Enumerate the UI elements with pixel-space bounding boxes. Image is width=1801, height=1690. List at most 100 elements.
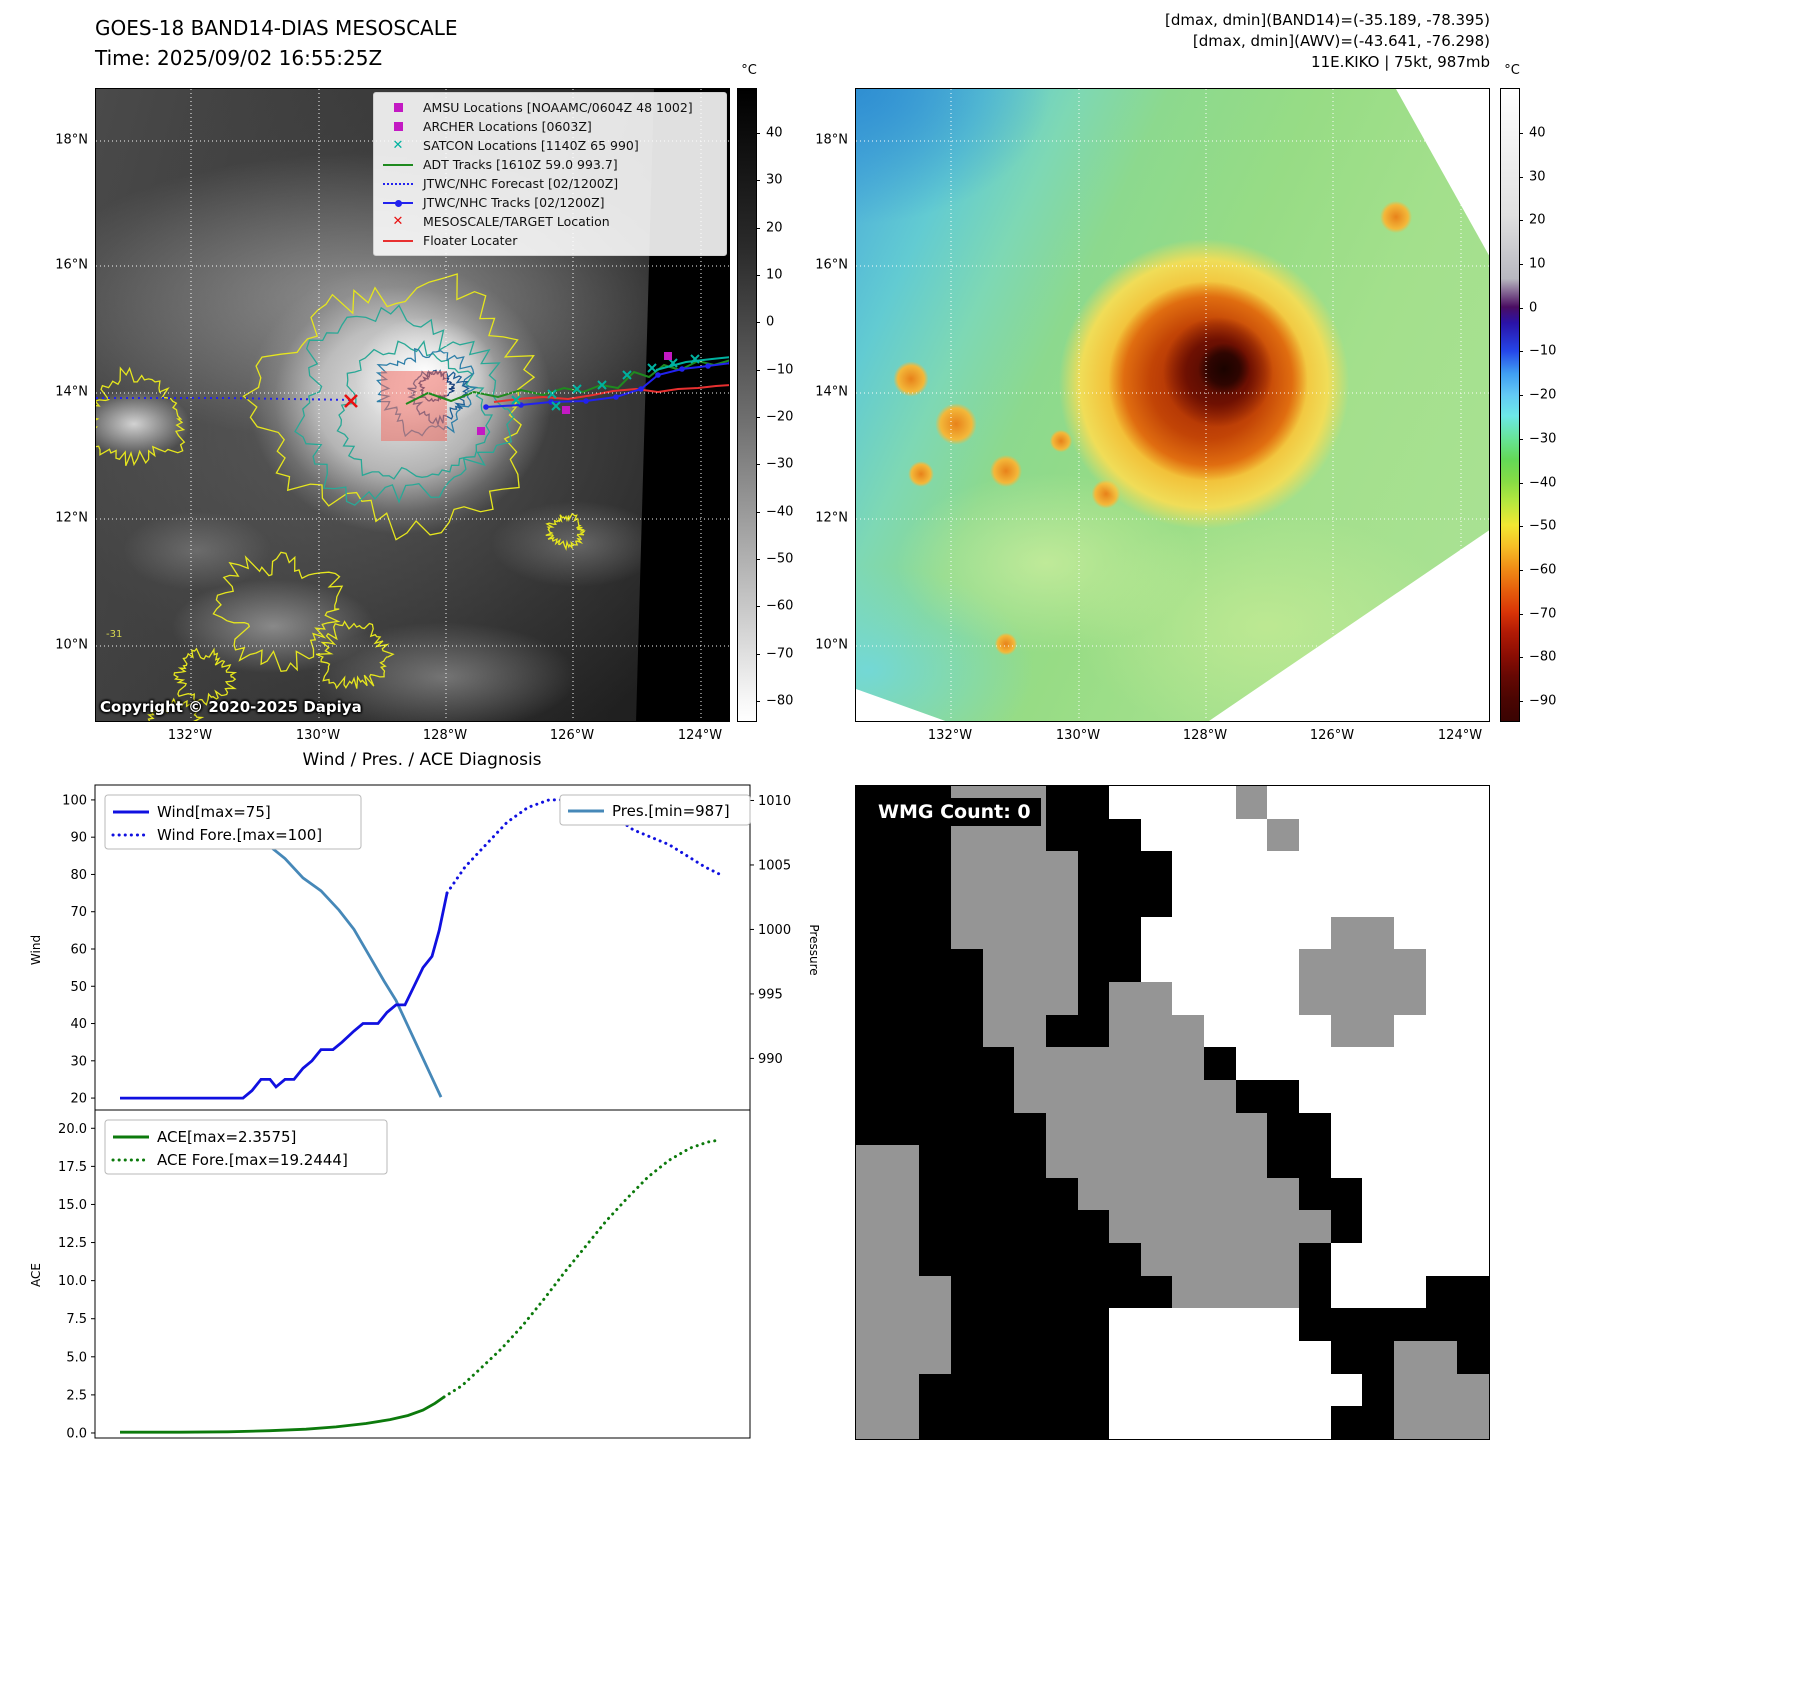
wmg-cell bbox=[950, 981, 983, 1015]
wmg-cell bbox=[1267, 1210, 1300, 1244]
wmg-cell bbox=[1267, 1373, 1300, 1407]
wmg-cell bbox=[1235, 818, 1268, 852]
axis-tick-label: 12.5 bbox=[58, 1236, 87, 1251]
wmg-cell bbox=[1204, 883, 1236, 917]
wmg-cell bbox=[1267, 1079, 1300, 1113]
wmg-cell bbox=[1014, 1177, 1046, 1211]
wmg-cell bbox=[1425, 786, 1458, 819]
wmg-cell bbox=[1077, 981, 1110, 1015]
wmg-cell bbox=[1204, 1341, 1236, 1374]
wmg-cell bbox=[1267, 1014, 1300, 1048]
series-ace-fore-max- bbox=[442, 1138, 722, 1399]
wmg-cell bbox=[1140, 1177, 1173, 1211]
dmax-dmin-awv: [dmax, dmin](AWV)=(-43.641, -76.298) bbox=[1192, 32, 1490, 50]
wmg-cell bbox=[1109, 883, 1141, 917]
y-axis-tick-label: 10°N bbox=[815, 637, 848, 653]
wmg-cell bbox=[1014, 1243, 1046, 1276]
wmg-cell bbox=[1235, 1406, 1268, 1439]
wmg-cell bbox=[1299, 883, 1331, 917]
legend-marker-dotted-icon bbox=[380, 182, 416, 185]
wmg-cell bbox=[1204, 1079, 1236, 1113]
legend-item-label: SATCON Locations [1140Z 65 990] bbox=[423, 138, 639, 153]
wmg-cell bbox=[1394, 786, 1426, 819]
wmg-cell bbox=[1172, 1112, 1205, 1146]
wmg-cell bbox=[1109, 1308, 1141, 1342]
wmg-cell bbox=[1235, 1243, 1268, 1276]
band14-time: Time: 2025/09/02 16:55:25Z bbox=[95, 46, 383, 70]
wmg-cell bbox=[1235, 1014, 1268, 1048]
wmg-cell bbox=[856, 1373, 888, 1407]
wmg-cell bbox=[1109, 1210, 1141, 1244]
colorbar-tick-mark bbox=[1519, 482, 1523, 484]
wmg-cell bbox=[1109, 916, 1141, 950]
wmg-cell bbox=[1394, 1341, 1426, 1374]
cloud-contour bbox=[336, 340, 494, 480]
wmg-cell bbox=[1330, 949, 1363, 982]
colorbar-tick-label: −70 bbox=[766, 646, 794, 662]
x-axis-tick-label: 132°W bbox=[167, 728, 213, 743]
wmg-cell bbox=[1362, 1373, 1395, 1407]
wmg-cell bbox=[1457, 786, 1489, 819]
wmg-cell bbox=[1425, 1079, 1458, 1113]
wmg-cell bbox=[1330, 883, 1363, 917]
wmg-cell bbox=[1394, 883, 1426, 917]
wmg-cell bbox=[1394, 1047, 1426, 1080]
wmg-cell bbox=[1045, 916, 1078, 950]
wmg-cell bbox=[1457, 818, 1489, 852]
wmg-cell bbox=[1267, 1275, 1300, 1309]
legend-item: ADT Tracks [1610Z 59.0 993.7] bbox=[380, 155, 720, 174]
legend-item-label: MESOSCALE/TARGET Location bbox=[423, 214, 610, 229]
wmg-cell bbox=[1330, 1014, 1363, 1048]
wmg-cell bbox=[1362, 1014, 1395, 1048]
wmg-cell bbox=[1425, 1341, 1458, 1374]
wmg-cell bbox=[1077, 1112, 1110, 1146]
colorbar-tick-label: 30 bbox=[766, 172, 783, 188]
x-axis-tick-label: 126°W bbox=[549, 728, 595, 743]
satcon-location-icon bbox=[551, 401, 561, 411]
y-axis-tick-label: 14°N bbox=[55, 384, 88, 400]
axis-tick-label: 17.5 bbox=[58, 1160, 87, 1175]
wmg-cell bbox=[1204, 851, 1236, 884]
wmg-cell bbox=[1457, 1079, 1489, 1113]
wmg-cell bbox=[1204, 1210, 1236, 1244]
wmg-cell bbox=[1299, 1079, 1331, 1113]
wmg-cell bbox=[856, 1145, 888, 1178]
wmg-cell bbox=[1235, 883, 1268, 917]
wmg-cell bbox=[887, 1243, 920, 1276]
colorbar-tick-label: −50 bbox=[1529, 518, 1557, 534]
wmg-cell bbox=[950, 1177, 983, 1211]
cloud-contour bbox=[147, 697, 205, 721]
wmg-cell bbox=[1204, 1112, 1236, 1146]
wmg-cell bbox=[1140, 916, 1173, 950]
wmg-cell bbox=[1457, 1406, 1489, 1439]
colorbar-tick-label: −60 bbox=[1529, 562, 1557, 578]
axis-tick-label: 20 bbox=[70, 1092, 87, 1107]
wmg-cell bbox=[1235, 1210, 1268, 1244]
wmg-cell bbox=[1014, 1047, 1046, 1080]
wmg-cell bbox=[1330, 786, 1363, 819]
wmg-cell bbox=[887, 1079, 920, 1113]
cloud-contour bbox=[242, 273, 536, 541]
wmg-cell bbox=[1077, 1243, 1110, 1276]
wmg-cell bbox=[856, 1210, 888, 1244]
wmg-cell bbox=[1362, 916, 1395, 950]
wmg-cell bbox=[1045, 981, 1078, 1015]
legend-item-label: JTWC/NHC Forecast [02/1200Z] bbox=[423, 176, 619, 191]
wmg-cell bbox=[1299, 916, 1331, 950]
wmg-cell bbox=[1204, 1373, 1236, 1407]
wmg-count-label: WMG Count: 0 bbox=[868, 798, 1041, 826]
wmg-cell bbox=[1457, 1243, 1489, 1276]
wmg-cell bbox=[1140, 1373, 1173, 1407]
wmg-cell bbox=[982, 1177, 1015, 1211]
wmg-cell bbox=[1267, 949, 1300, 982]
wmg-cell bbox=[1204, 1275, 1236, 1309]
wmg-cell bbox=[1140, 1079, 1173, 1113]
jtwc-forecast-track bbox=[96, 397, 355, 401]
colorbar-tick-label: −40 bbox=[766, 504, 794, 520]
axis-tick-label: 20.0 bbox=[58, 1122, 87, 1137]
wmg-cell bbox=[856, 981, 888, 1015]
axis-tick-label: 995 bbox=[758, 987, 783, 1002]
axis-tick-label: 7.5 bbox=[66, 1312, 87, 1327]
colorbar-tick-mark bbox=[1519, 613, 1523, 615]
wmg-cell bbox=[1362, 1047, 1395, 1080]
